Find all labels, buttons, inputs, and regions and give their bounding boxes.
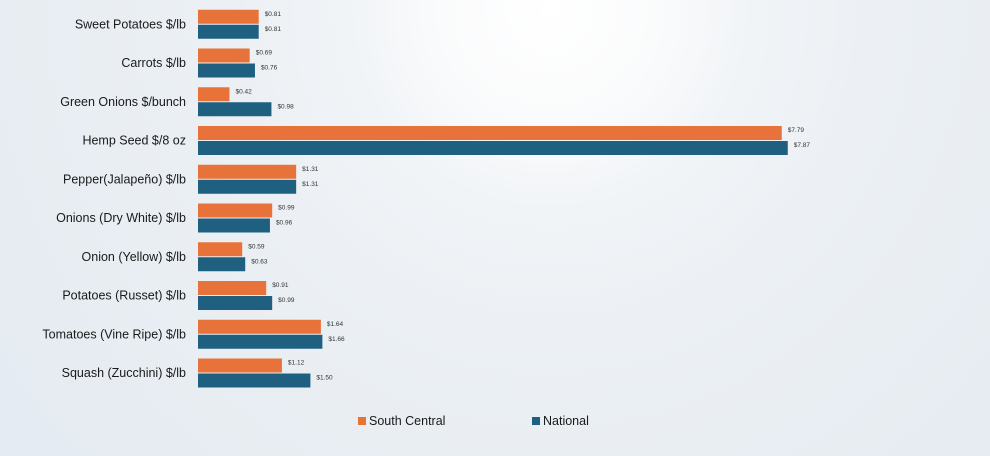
- legend-swatch-national: [532, 417, 540, 425]
- bar-national: [198, 218, 270, 233]
- data-label-south-central: $1.31: [302, 166, 319, 173]
- category-label: Onion (Yellow) $/lb: [82, 250, 187, 264]
- category-label: Tomatoes (Vine Ripe) $/lb: [42, 327, 186, 341]
- category-label: Potatoes (Russet) $/lb: [62, 289, 186, 303]
- category-label: Green Onions $/bunch: [60, 95, 186, 109]
- bar-south-central: [198, 281, 267, 295]
- bar-national: [198, 257, 246, 272]
- data-label-national: $0.81: [265, 26, 282, 33]
- data-label-south-central: $0.91: [272, 282, 289, 289]
- bar-national: [198, 24, 259, 39]
- data-label-south-central: $7.79: [788, 127, 805, 134]
- data-label-national: $0.99: [278, 297, 295, 304]
- bar-south-central: [198, 358, 282, 373]
- bar-south-central: [198, 126, 782, 140]
- data-label-national: $7.87: [794, 142, 811, 149]
- bar-south-central: [198, 48, 250, 63]
- legend-label-south-central: South Central: [369, 414, 446, 428]
- data-label-national: $1.31: [302, 181, 319, 188]
- data-label-national: $0.96: [276, 220, 293, 227]
- bar-national: [198, 334, 323, 349]
- legend: South Central National: [0, 414, 990, 430]
- bar-national: [198, 296, 273, 310]
- bar-south-central: [198, 203, 273, 218]
- data-label-south-central: $1.64: [327, 321, 344, 328]
- data-label-national: $0.98: [277, 103, 294, 110]
- data-label-south-central: $0.69: [256, 50, 273, 57]
- category-label: Onions (Dry White) $/lb: [56, 211, 186, 225]
- data-label-south-central: $0.59: [248, 243, 265, 250]
- bar-south-central: [198, 164, 297, 179]
- bar-south-central: [198, 9, 259, 24]
- data-label-national: $0.76: [261, 65, 278, 72]
- data-label-national: $0.63: [251, 258, 268, 265]
- category-label: Sweet Potatoes $/lb: [75, 17, 186, 31]
- category-label: Carrots $/lb: [121, 56, 186, 70]
- legend-item-south-central: South Central: [358, 414, 445, 428]
- legend-swatch-south-central: [358, 417, 366, 425]
- bar-national: [198, 141, 788, 155]
- bar-national: [198, 63, 255, 78]
- category-label: Hemp Seed $/8 oz: [82, 134, 186, 148]
- bar-national: [198, 102, 272, 117]
- legend-label-national: National: [543, 414, 589, 428]
- bar-south-central: [198, 87, 230, 102]
- data-label-national: $1.50: [316, 375, 333, 382]
- legend-item-national: National: [532, 414, 589, 428]
- data-label-south-central: $0.81: [265, 11, 282, 18]
- bar-south-central: [198, 319, 321, 334]
- bar-south-central: [198, 242, 243, 257]
- data-label-national: $1.66: [328, 336, 345, 343]
- bar-national: [198, 179, 297, 194]
- data-label-south-central: $0.42: [235, 88, 252, 95]
- bar-national: [198, 373, 311, 388]
- data-label-south-central: $0.99: [278, 205, 295, 212]
- category-label: Pepper(Jalapeño) $/lb: [63, 172, 186, 186]
- category-label: Squash (Zucchini) $/lb: [62, 366, 186, 380]
- data-label-south-central: $1.12: [288, 360, 305, 367]
